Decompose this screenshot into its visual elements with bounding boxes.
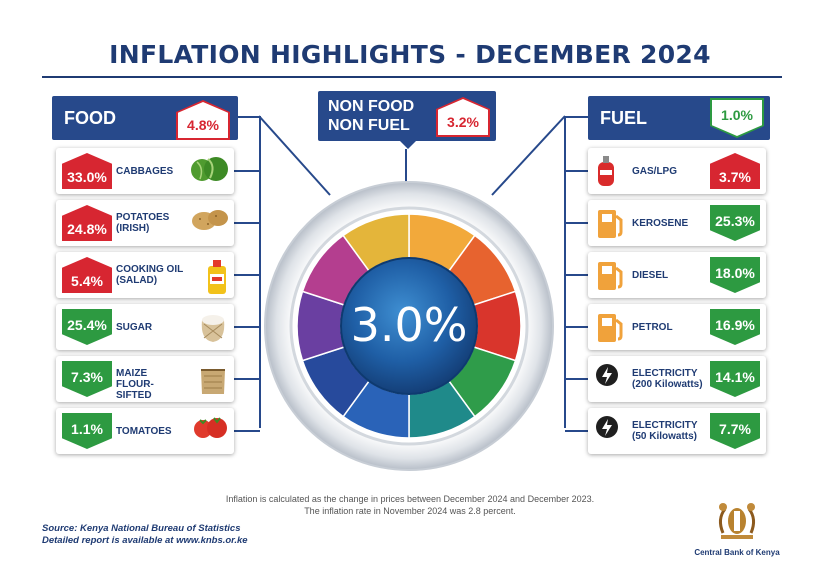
- food-connector-vertical: [259, 116, 261, 428]
- fuel-item-label: ELECTRICITY (50 Kilowatts): [632, 420, 698, 442]
- inflation-wheel: 3.0%: [263, 180, 555, 472]
- gas-cylinder-icon: [594, 154, 618, 193]
- source-block: Source: Kenya National Bureau of Statist…: [42, 523, 248, 547]
- fuel-row: 7.7% ELECTRICITY (50 Kilowatts): [588, 408, 766, 454]
- food-item-label: COOKING OIL (SALAD): [116, 264, 184, 286]
- central-bank-logo: Central Bank of Kenya: [692, 497, 782, 557]
- fuel-change-badge: 16.9%: [710, 309, 760, 345]
- food-change-badge: 1.1%: [62, 413, 112, 449]
- fuel-connector-vertical: [564, 116, 566, 428]
- potato-icon: [190, 206, 230, 237]
- food-row: 33.0% CABBAGES: [56, 148, 234, 194]
- title-divider: [42, 76, 782, 78]
- food-row: 5.4% COOKING OIL (SALAD): [56, 252, 234, 298]
- fuel-item-label: PETROL: [632, 322, 673, 333]
- wheel-center: [340, 257, 478, 395]
- overall-inflation-value: 3.0%: [350, 298, 468, 352]
- nonfood-pointer: [400, 141, 416, 149]
- footnote-line2: The inflation rate in November 2024 was …: [304, 506, 516, 516]
- fuel-header: FUEL 1.0%: [588, 96, 770, 140]
- tomato-icon: [190, 414, 230, 445]
- food-change-badge: 5.4%: [62, 257, 112, 293]
- nonfood-header: NON FOOD NON FUEL 3.2%: [318, 91, 496, 141]
- food-connector-top: [238, 116, 260, 118]
- fuel-change-badge: 7.7%: [710, 413, 760, 449]
- food-row: 24.8% POTATOES (IRISH): [56, 200, 234, 246]
- food-change-badge: 7.3%: [62, 361, 112, 397]
- fuel-item-label: ELECTRICITY (200 Kilowatts): [632, 368, 703, 390]
- fuel-change-badge: 3.7%: [710, 153, 760, 189]
- fuel-change-badge: 14.1%: [710, 361, 760, 397]
- footnote-line1: Inflation is calculated as the change in…: [225, 494, 595, 504]
- food-title: FOOD: [64, 108, 116, 128]
- food-item-label: CABBAGES: [116, 166, 174, 177]
- food-change-badge: 25.4%: [62, 309, 112, 345]
- food-item-label: POTATOES (IRISH): [116, 212, 170, 234]
- sugar-sack-icon: [196, 310, 230, 349]
- footnote: Inflation is calculated as the change in…: [0, 493, 820, 517]
- fuel-badge: 1.0%: [712, 100, 762, 136]
- fuel-item-label: KEROSENE: [632, 218, 689, 229]
- fuel-row: 18.0% DIESEL: [588, 252, 766, 298]
- fuel-pump-icon: [594, 310, 626, 349]
- fuel-item-label: DIESEL: [632, 270, 669, 281]
- page-title: INFLATION HIGHLIGHTS - DECEMBER 2024: [109, 40, 711, 69]
- fuel-pump-icon: [594, 258, 626, 297]
- fuel-item-label: GAS/LPG: [632, 166, 678, 177]
- food-row: 25.4% SUGAR: [56, 304, 234, 350]
- fuel-change-badge: 25.3%: [710, 205, 760, 241]
- food-row: 7.3% MAIZE FLOUR-SIFTED: [56, 356, 234, 402]
- cabbage-icon: [188, 154, 230, 187]
- cooking-oil-icon: [204, 258, 230, 301]
- logo-caption: Central Bank of Kenya: [694, 548, 780, 557]
- nonfood-title-line1: NON FOOD: [328, 98, 415, 115]
- food-header: FOOD 4.8%: [52, 96, 238, 140]
- fuel-row: 16.9% PETROL: [588, 304, 766, 350]
- nonfood-title-line2: NON FUEL: [328, 117, 410, 134]
- food-change-badge: 33.0%: [62, 153, 112, 189]
- food-row: 1.1% TOMATOES: [56, 408, 234, 454]
- coat-of-arms-icon: [718, 503, 756, 539]
- fuel-change-badge: 18.0%: [710, 257, 760, 293]
- fuel-pump-icon: [594, 206, 626, 245]
- source-line2: Detailed report is available at www.knbs…: [42, 535, 248, 546]
- lightning-icon: [594, 362, 620, 393]
- fuel-row: 14.1% ELECTRICITY (200 Kilowatts): [588, 356, 766, 402]
- fuel-connector-top: [564, 116, 588, 118]
- food-item-label: TOMATOES: [116, 426, 172, 437]
- fuel-row: 25.3% KEROSENE: [588, 200, 766, 246]
- source-line1: Source: Kenya National Bureau of Statist…: [42, 523, 241, 534]
- flour-sack-icon: [196, 362, 230, 401]
- food-item-label: SUGAR: [116, 322, 153, 333]
- food-change-badge: 24.8%: [62, 205, 112, 241]
- fuel-title: FUEL: [600, 108, 647, 128]
- fuel-row: 3.7% GAS/LPG: [588, 148, 766, 194]
- food-item-label: MAIZE FLOUR-SIFTED: [116, 368, 154, 401]
- lightning-icon: [594, 414, 620, 445]
